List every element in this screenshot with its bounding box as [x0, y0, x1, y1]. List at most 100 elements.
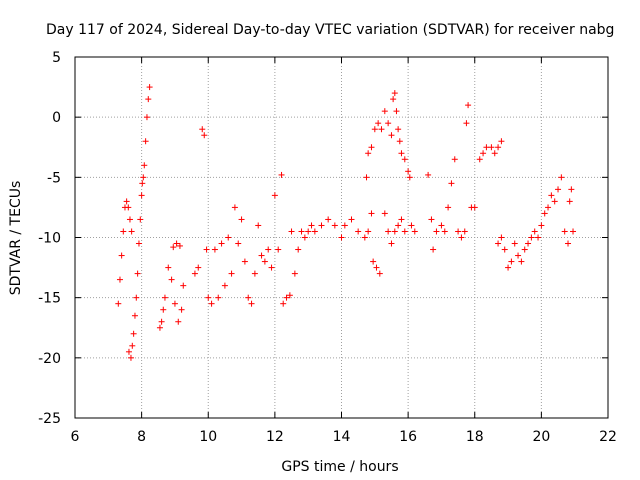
data-point — [301, 234, 308, 241]
data-point — [325, 216, 332, 223]
data-point — [125, 204, 132, 211]
data-point — [146, 84, 153, 91]
x-tick-label: 10 — [199, 429, 217, 445]
x-tick-label: 14 — [333, 429, 351, 445]
data-point — [208, 300, 215, 307]
data-point — [508, 258, 515, 265]
data-point — [283, 294, 290, 301]
chart-title: Day 117 of 2024, Sidereal Day-to-day VTE… — [46, 22, 614, 38]
data-point — [238, 216, 245, 223]
data-point — [120, 228, 127, 235]
y-tick-label: -25 — [38, 411, 61, 427]
data-point — [561, 228, 568, 235]
data-point — [388, 240, 395, 247]
data-point — [130, 330, 137, 337]
data-point — [566, 198, 573, 205]
data-point — [381, 210, 388, 217]
data-point — [295, 246, 302, 253]
data-point — [373, 264, 380, 271]
data-point — [137, 216, 144, 223]
data-point — [363, 174, 370, 181]
data-point — [156, 324, 163, 331]
data-point — [396, 138, 403, 145]
data-point — [175, 318, 182, 325]
data-point — [251, 270, 258, 277]
data-point — [205, 294, 212, 301]
data-point — [248, 300, 255, 307]
data-point — [458, 234, 465, 241]
data-point — [215, 294, 222, 301]
data-point — [455, 228, 462, 235]
data-point — [555, 186, 562, 193]
data-point — [168, 276, 175, 283]
data-points — [115, 84, 577, 361]
data-point — [161, 294, 168, 301]
data-point — [318, 222, 325, 229]
data-point — [128, 228, 135, 235]
data-point — [143, 114, 150, 121]
data-point — [271, 192, 278, 199]
data-point — [558, 174, 565, 181]
data-point — [291, 270, 298, 277]
y-tick-label: -15 — [38, 291, 61, 307]
data-point — [570, 228, 577, 235]
data-point — [471, 204, 478, 211]
data-point — [278, 171, 285, 178]
data-point — [258, 252, 265, 259]
data-point — [115, 300, 122, 307]
data-point — [525, 240, 532, 247]
data-point — [476, 156, 483, 163]
data-point — [368, 210, 375, 217]
y-tick-label: -5 — [47, 170, 61, 186]
x-axis-label: GPS time / hours — [281, 459, 398, 475]
data-point — [538, 222, 545, 229]
data-point — [131, 312, 138, 319]
data-point — [268, 264, 275, 271]
data-point — [495, 240, 502, 247]
data-point — [535, 234, 542, 241]
data-point — [203, 246, 210, 253]
data-point — [141, 162, 148, 169]
data-point — [173, 240, 180, 247]
data-point — [191, 270, 198, 277]
data-point — [521, 246, 528, 253]
data-point — [375, 120, 382, 127]
data-point — [395, 126, 402, 133]
data-point — [463, 120, 470, 127]
data-point — [140, 174, 147, 181]
data-point — [201, 132, 208, 139]
data-point — [135, 240, 142, 247]
data-point — [378, 126, 385, 133]
data-point — [199, 126, 206, 133]
data-point — [275, 246, 282, 253]
data-point — [405, 168, 412, 175]
data-point — [461, 228, 468, 235]
data-point — [398, 150, 405, 157]
data-point — [127, 354, 134, 361]
x-tick-label: 18 — [466, 429, 484, 445]
data-point — [170, 244, 177, 251]
data-point — [411, 228, 418, 235]
data-point — [286, 292, 293, 299]
data-point — [311, 228, 318, 235]
data-point — [425, 171, 432, 178]
data-point — [393, 108, 400, 115]
data-point — [180, 282, 187, 289]
data-point — [305, 228, 312, 235]
data-point — [138, 192, 145, 199]
data-point — [445, 204, 452, 211]
data-point — [218, 240, 225, 247]
data-point — [125, 348, 132, 355]
data-point — [385, 120, 392, 127]
data-point — [541, 210, 548, 217]
data-point — [390, 96, 397, 103]
data-point — [451, 156, 458, 163]
x-tick-label: 12 — [266, 429, 284, 445]
data-point — [221, 282, 228, 289]
x-tick-label: 8 — [137, 429, 146, 445]
data-point — [348, 216, 355, 223]
data-point — [235, 240, 242, 247]
data-point — [116, 276, 123, 283]
data-point — [501, 246, 508, 253]
